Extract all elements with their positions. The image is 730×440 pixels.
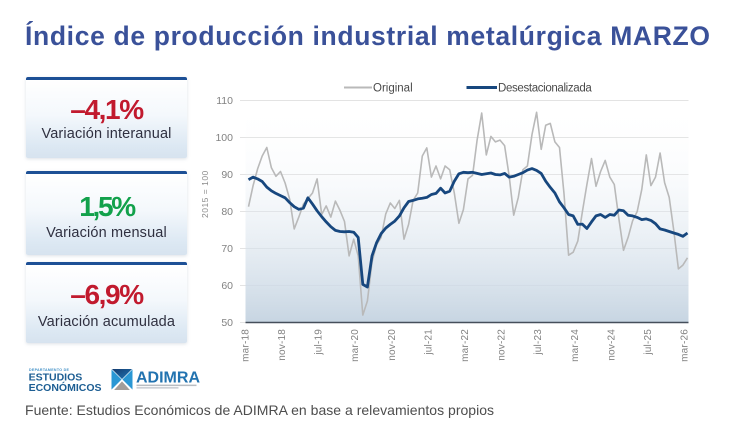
svg-text:DEPARTAMENTO DE: DEPARTAMENTO DE [29,368,70,372]
svg-text:60: 60 [221,280,233,292]
svg-text:Desestacionalizada: Desestacionalizada [498,83,592,95]
svg-text:ECONÓMICOS: ECONÓMICOS [29,381,102,394]
svg-text:mar-26: mar-26 [680,329,691,362]
svg-text:ESTUDIOS: ESTUDIOS [29,372,83,384]
svg-text:nov-22: nov-22 [497,329,508,361]
svg-text:2015 = 100: 2015 = 100 [200,170,210,218]
svg-text:jul-25: jul-25 [643,329,654,356]
svg-text:110: 110 [216,95,233,107]
svg-text:Original: Original [373,83,413,95]
svg-text:80: 80 [221,206,233,218]
svg-text:mar-18: mar-18 [241,329,252,362]
svg-text:nov-18: nov-18 [277,329,288,361]
svg-text:nov-20: nov-20 [387,329,398,361]
svg-text:90: 90 [221,169,233,181]
svg-text:jul-23: jul-23 [533,329,544,356]
svg-text:50: 50 [221,317,233,329]
svg-text:mar-22: mar-22 [460,329,471,362]
svg-text:nov-24: nov-24 [606,329,617,361]
svg-text:mar-24: mar-24 [570,329,581,362]
svg-text:jul-21: jul-21 [423,329,434,356]
svg-text:jul-19: jul-19 [314,329,325,356]
svg-text:70: 70 [221,243,233,255]
svg-text:100: 100 [215,132,233,144]
svg-text:ADIMRA: ADIMRA [136,370,200,387]
svg-text:mar-20: mar-20 [350,329,361,362]
